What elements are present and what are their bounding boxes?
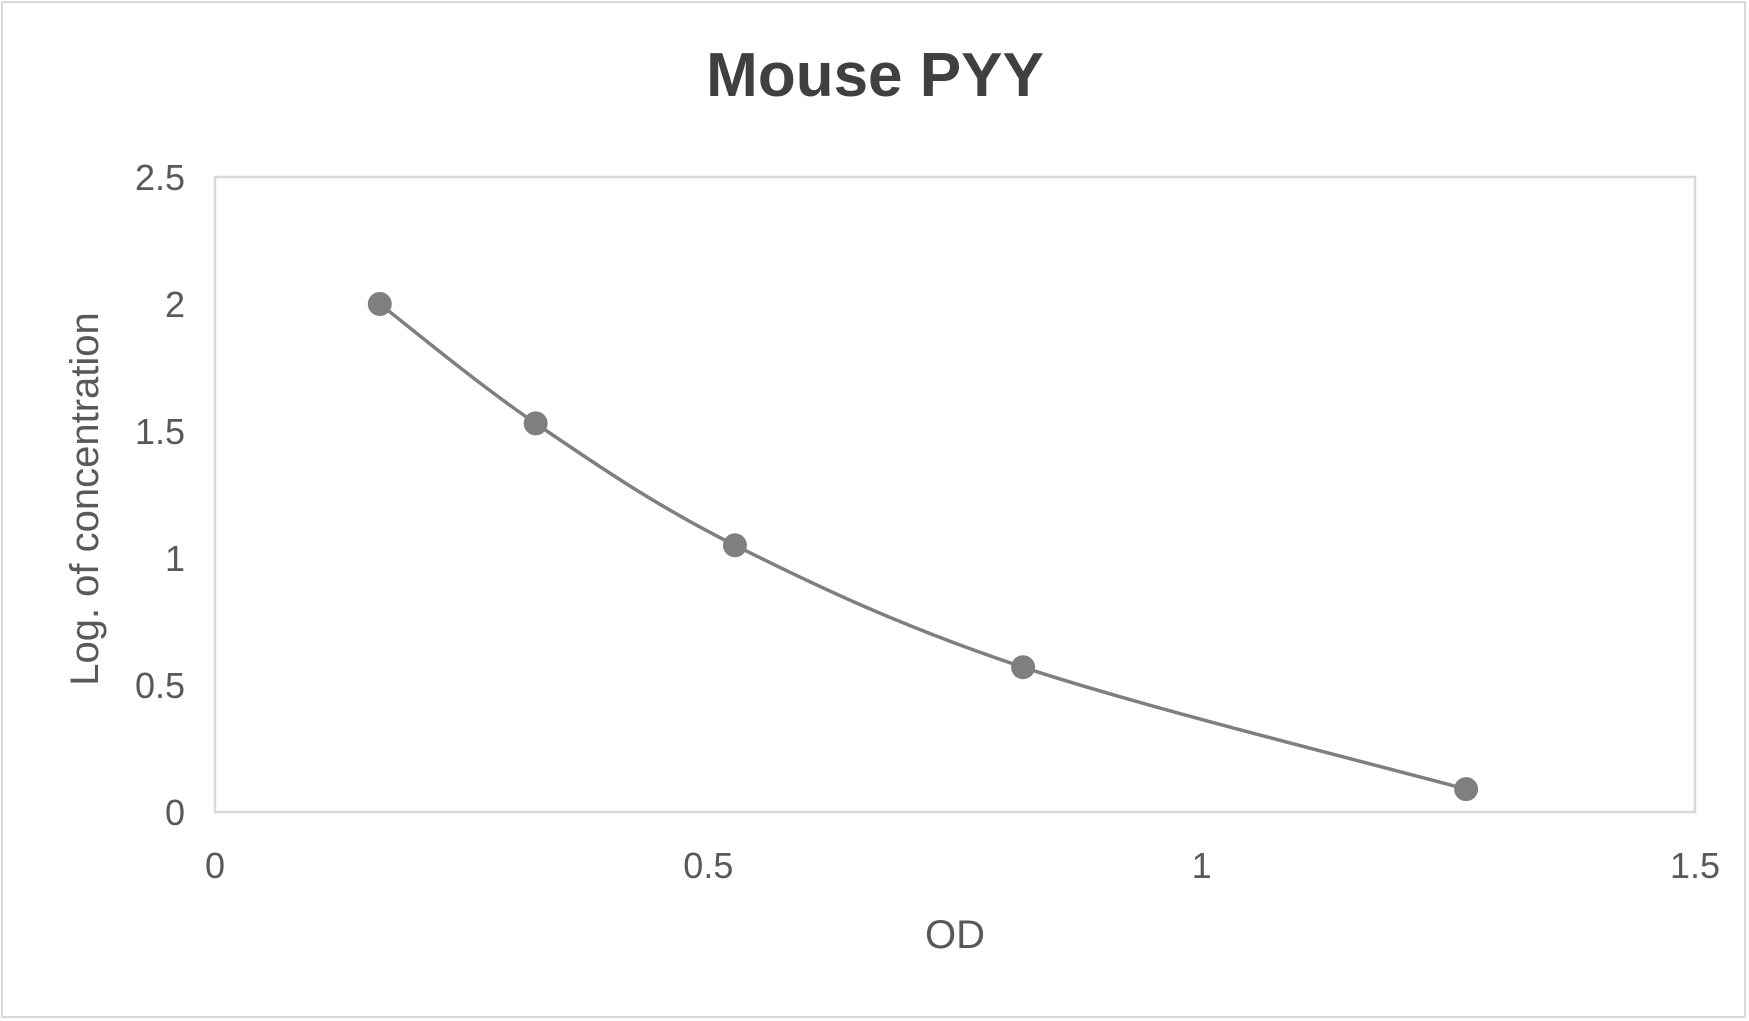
data-point-marker: [1011, 655, 1036, 680]
y-tick-label: 2: [165, 284, 185, 325]
x-tick-label: 1.5: [1670, 845, 1720, 886]
plot-area: [213, 175, 1697, 814]
data-point-marker: [722, 533, 747, 558]
y-axis-ticks: 0 0.5 1 1.5 2 2.5: [135, 157, 185, 833]
series-markers: [367, 292, 1479, 802]
y-tick-label: 1.5: [135, 411, 185, 452]
y-axis-title: Log. of concentration: [63, 312, 107, 686]
y-tick-label: 1: [165, 538, 185, 579]
x-axis-ticks: 0 0.5 1 1.5: [205, 845, 1720, 886]
data-point-marker: [523, 411, 548, 436]
series-line: [378, 302, 1467, 791]
x-tick-label: 0.5: [683, 845, 733, 886]
y-tick-label: 0: [165, 792, 185, 833]
y-tick-label: 2.5: [135, 157, 185, 198]
x-tick-label: 0: [205, 845, 225, 886]
x-tick-label: 1: [1192, 845, 1212, 886]
y-tick-label: 0.5: [135, 665, 185, 706]
data-point-marker: [1454, 777, 1479, 802]
data-point-marker: [367, 292, 392, 316]
x-axis-title: OD: [925, 913, 985, 957]
chart-title: Mouse PYY: [706, 41, 1044, 110]
